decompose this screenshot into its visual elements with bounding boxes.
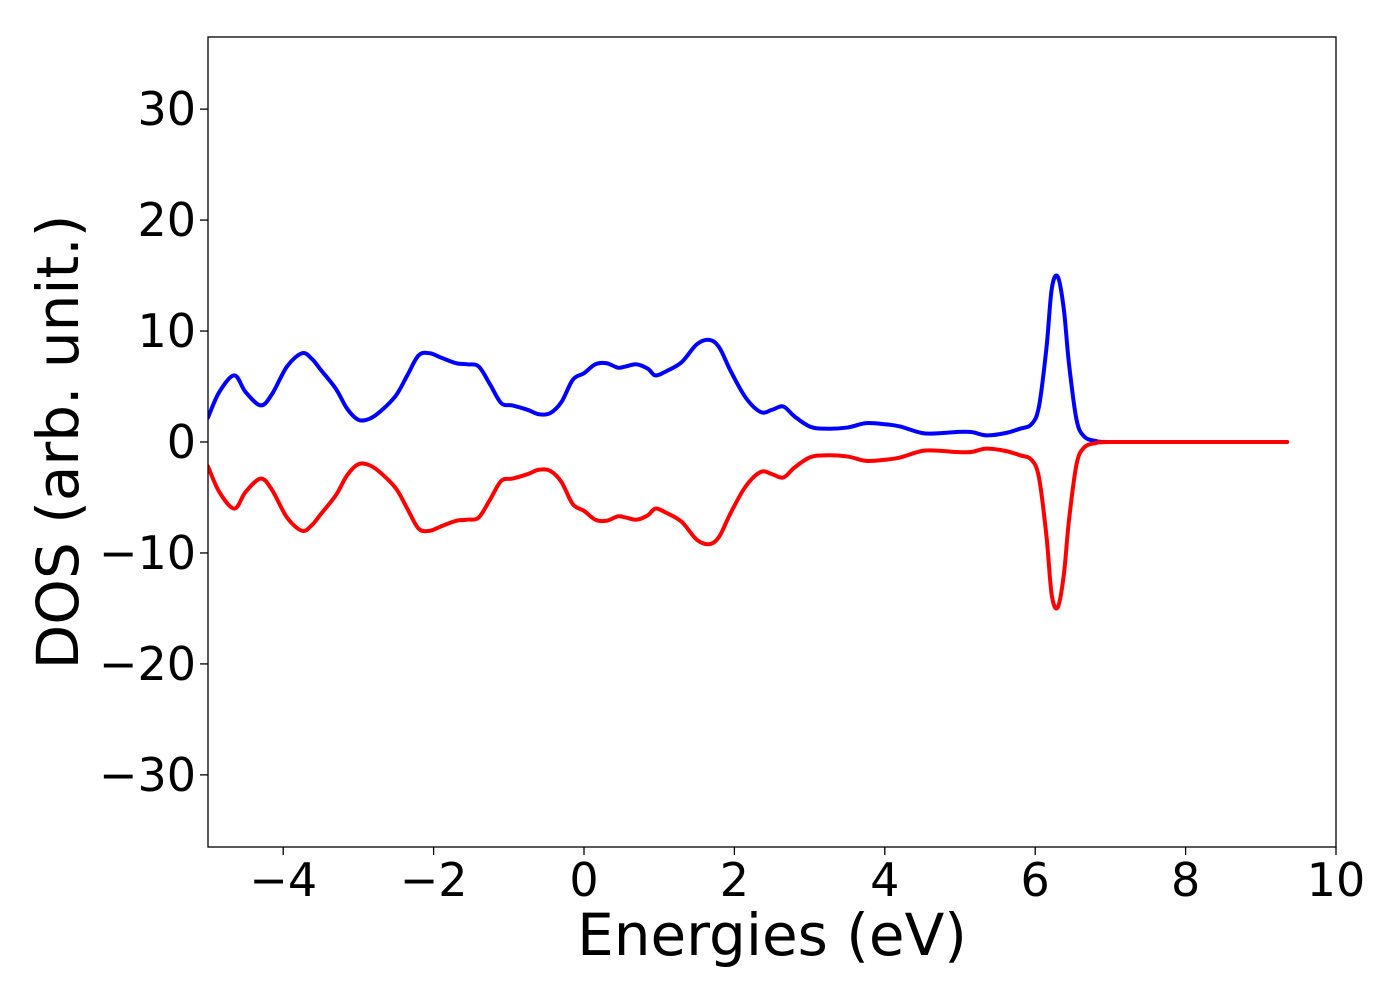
x-axis-label: Energies (eV) xyxy=(577,901,967,969)
x-tick-label: 2 xyxy=(720,853,749,907)
y-tick-label: −10 xyxy=(99,526,196,580)
y-axis: 30 20 10 0 −10 −20 −30 xyxy=(99,82,208,802)
x-tick-label: 4 xyxy=(870,853,899,907)
x-tick-label: 6 xyxy=(1021,853,1050,907)
x-tick-label: 8 xyxy=(1171,853,1200,907)
x-axis: −4 −2 0 2 4 6 8 10 xyxy=(249,847,1365,907)
y-tick-label: 20 xyxy=(137,193,196,247)
y-tick-label: −20 xyxy=(99,637,196,691)
y-axis-label: DOS (arb. unit.) xyxy=(24,215,92,670)
x-tick-label: −2 xyxy=(400,853,468,907)
series-line-1 xyxy=(208,273,1290,445)
series-layer xyxy=(208,273,1290,611)
y-tick-label: −30 xyxy=(99,748,196,802)
x-tick-label: 0 xyxy=(569,853,598,907)
series-line-2 xyxy=(208,439,1290,611)
y-tick-label: 30 xyxy=(137,82,196,136)
x-tick-label: 10 xyxy=(1307,853,1366,907)
x-tick-label: −4 xyxy=(249,853,317,907)
y-tick-label: 0 xyxy=(167,415,196,469)
y-tick-label: 10 xyxy=(137,304,196,358)
